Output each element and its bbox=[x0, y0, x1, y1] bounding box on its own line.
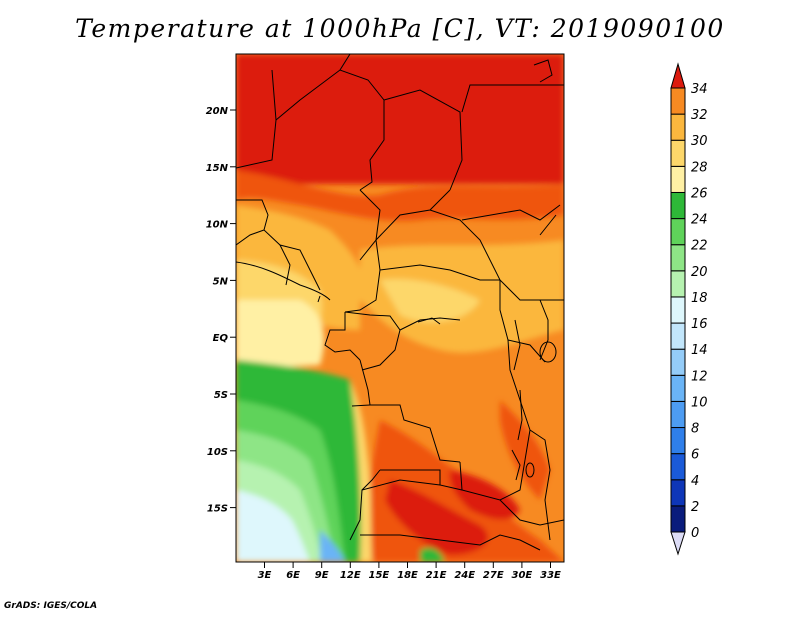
colorbar-swatch bbox=[670, 87, 686, 115]
colorbar-level-label: 4 bbox=[691, 474, 699, 489]
colorbar-level-label: 12 bbox=[691, 369, 708, 384]
longitude-axis: 3E 6E 9E 12E 15E 18E 21E 24E 27E 30E 33E bbox=[258, 562, 561, 581]
colorbar-swatch bbox=[670, 113, 686, 141]
colorbar-level-label: 10 bbox=[691, 395, 708, 410]
colorbar-level-label: 18 bbox=[691, 291, 708, 306]
lon-label: 30E bbox=[512, 570, 533, 581]
colorbar-swatch bbox=[670, 296, 686, 324]
colorbar-high-arrow bbox=[670, 62, 686, 89]
lat-label: 15S bbox=[207, 504, 228, 515]
lat-label: 5N bbox=[213, 276, 229, 287]
colorbar-level-label: 14 bbox=[691, 343, 708, 358]
lon-label: 9E bbox=[315, 570, 329, 581]
colorbar-level-label: 28 bbox=[691, 160, 708, 175]
temperature-field bbox=[236, 54, 564, 562]
colorbar-level-label: 32 bbox=[691, 108, 708, 123]
colorbar-swatch bbox=[670, 244, 686, 272]
colorbar-level-label: 6 bbox=[691, 448, 699, 463]
map-frame bbox=[235, 53, 565, 563]
colorbar-level-label: 22 bbox=[691, 239, 708, 254]
colorbar-level-label: 2 bbox=[691, 500, 699, 515]
colorbar-swatch bbox=[670, 505, 686, 533]
lat-label: 20N bbox=[206, 106, 229, 117]
lakes bbox=[317, 295, 557, 481]
colorbar-low-arrow bbox=[670, 531, 686, 556]
colorbar-swatch bbox=[670, 348, 686, 376]
country-borders bbox=[236, 54, 564, 551]
lon-label: 24E bbox=[454, 570, 475, 581]
colorbar-swatch bbox=[670, 270, 686, 298]
lon-label: 6E bbox=[286, 570, 300, 581]
lat-label: 10N bbox=[206, 220, 229, 231]
colorbar-level-label: 8 bbox=[691, 422, 699, 437]
colorbar-swatch bbox=[670, 322, 686, 350]
credit-text: GrADS: IGES/COLA bbox=[4, 601, 98, 611]
lon-label: 15E bbox=[369, 570, 390, 581]
colorbar-swatch bbox=[670, 374, 686, 402]
lat-label: 5S bbox=[214, 390, 228, 401]
colorbar-level-label: 26 bbox=[691, 186, 708, 201]
colorbar-swatch bbox=[670, 218, 686, 246]
colorbar-level-label: 24 bbox=[691, 213, 708, 228]
colorbar-level-label: 34 bbox=[691, 82, 708, 97]
colorbar-swatch bbox=[670, 400, 686, 429]
colorbar-level-label: 16 bbox=[691, 317, 708, 332]
colorbar-swatch bbox=[670, 427, 686, 455]
colorbar-level-label: 0 bbox=[691, 526, 699, 541]
lat-label: EQ bbox=[213, 333, 229, 344]
lon-label: 27E bbox=[483, 570, 504, 581]
lat-label: 15N bbox=[206, 163, 229, 174]
colorbar-level-label: 30 bbox=[691, 134, 708, 149]
lon-label: 33E bbox=[540, 570, 561, 581]
latitude-axis: 20N 15N 10N 5N EQ 5S 10S 15S bbox=[206, 106, 236, 515]
colorbar-level-label: 20 bbox=[691, 265, 708, 280]
lon-label: 12E bbox=[340, 570, 361, 581]
colorbar-swatch bbox=[670, 191, 686, 220]
colorbar-swatch bbox=[670, 453, 686, 481]
lon-label: 3E bbox=[258, 570, 272, 581]
colorbar-swatch bbox=[670, 165, 686, 193]
map-title: Temperature at 1000hPa [C], VT: 20190901… bbox=[75, 14, 725, 43]
lon-label: 18E bbox=[397, 570, 418, 581]
colorbar-swatch bbox=[670, 479, 686, 507]
lat-label: 10S bbox=[207, 447, 228, 458]
colorbar-swatch bbox=[670, 139, 686, 167]
lon-label: 21E bbox=[426, 570, 447, 581]
